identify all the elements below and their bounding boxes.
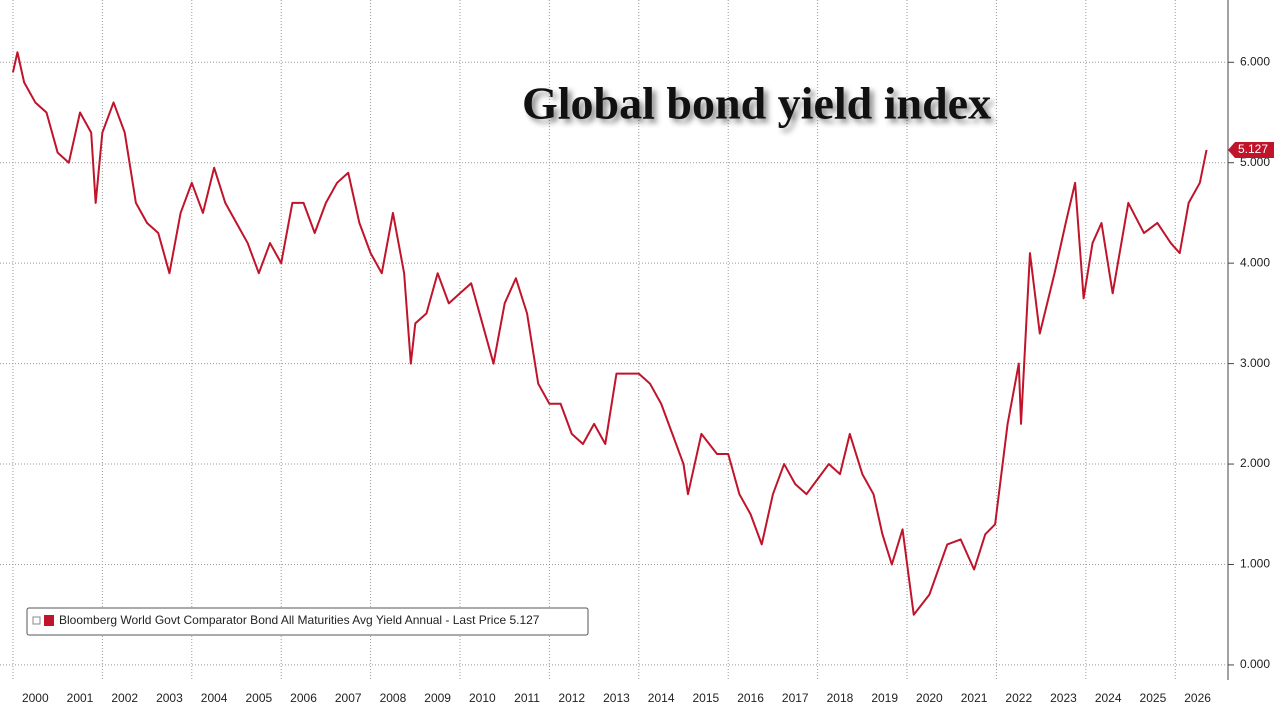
- x-tick-label: 2006: [290, 691, 317, 705]
- legend-box: [26, 607, 589, 636]
- y-tick-label: 6.000: [1240, 54, 1270, 68]
- x-tick-label: 2019: [871, 691, 898, 705]
- x-tick-label: 2025: [1140, 691, 1167, 705]
- x-tick-label: 2023: [1050, 691, 1077, 705]
- x-tick-label: 2008: [380, 691, 407, 705]
- y-tick-label: 1.000: [1240, 557, 1270, 571]
- legend-swatch: [44, 615, 54, 626]
- x-tick-label: 2013: [603, 691, 630, 705]
- legend-toggle[interactable]: [32, 616, 41, 625]
- chart-title: Global bond yield index: [522, 78, 991, 129]
- legend: Bloomberg World Govt Comparator Bond All…: [26, 607, 589, 636]
- x-tick-label: 2018: [827, 691, 854, 705]
- x-tick-label: 2022: [1005, 691, 1032, 705]
- last-price-label: 5.127: [1238, 142, 1268, 156]
- x-tick-label: 2005: [245, 691, 272, 705]
- plot: [11, 51, 1208, 616]
- x-tick-label: 2020: [916, 691, 943, 705]
- x-tick-label: 2007: [335, 691, 362, 705]
- series-line: [11, 51, 1208, 616]
- y-tick-label: 4.000: [1240, 255, 1270, 269]
- x-tick-label: 2012: [558, 691, 585, 705]
- x-tick-label: 2011: [514, 691, 540, 705]
- grid: [0, 0, 1234, 680]
- x-tick-label: 2017: [782, 691, 809, 705]
- x-tick-label: 2026: [1184, 691, 1211, 705]
- x-tick-label: 2001: [67, 691, 94, 705]
- y-tick-label: 3.000: [1240, 356, 1270, 370]
- legend-label: Bloomberg World Govt Comparator Bond All…: [59, 613, 540, 627]
- x-tick-label: 2016: [737, 691, 764, 705]
- x-tick-label: 2003: [156, 691, 183, 705]
- y-tick-label: 5.000: [1240, 155, 1270, 169]
- x-tick-label: 2009: [424, 691, 451, 705]
- x-tick-label: 2004: [201, 691, 228, 705]
- last-price-tag: [1228, 141, 1274, 158]
- x-tick-label: 2002: [111, 691, 138, 705]
- x-tick-label: 2000: [22, 691, 49, 705]
- x-tick-label: 2010: [469, 691, 496, 705]
- x-tick-label: 2021: [961, 691, 988, 705]
- y-tick-label: 2.000: [1240, 456, 1270, 470]
- x-tick-label: 2014: [648, 691, 675, 705]
- y-tick-label: 0.000: [1240, 657, 1270, 671]
- x-tick-label: 2015: [693, 691, 720, 705]
- x-tick-label: 2024: [1095, 691, 1122, 705]
